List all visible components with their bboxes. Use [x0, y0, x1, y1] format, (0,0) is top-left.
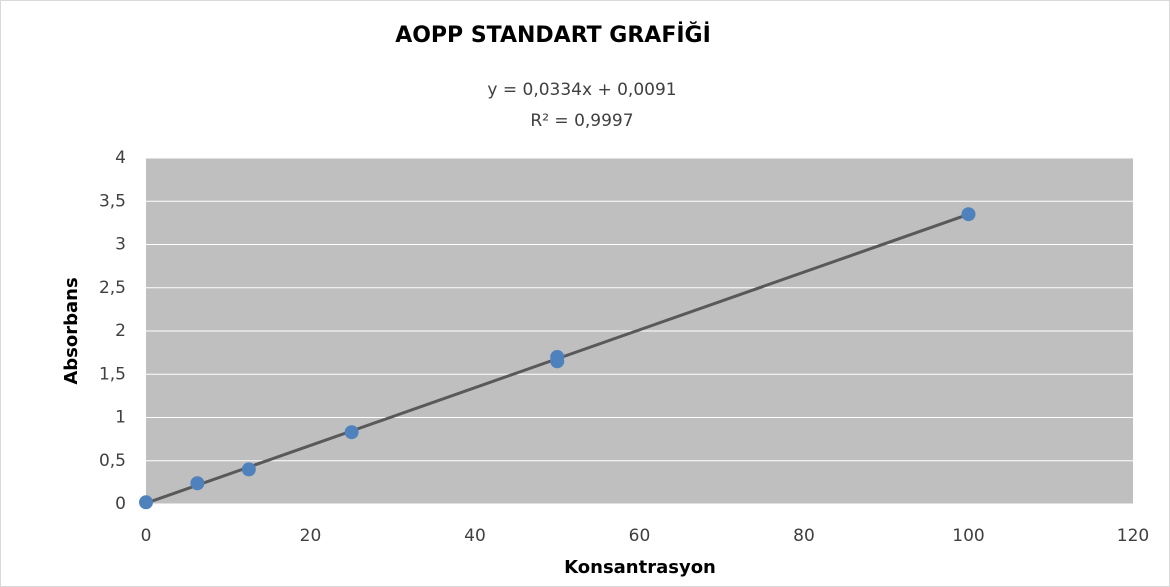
y-tick-label: 4 [115, 148, 126, 168]
data-point [190, 476, 205, 491]
data-point [241, 462, 256, 477]
data-point [139, 495, 153, 510]
data-point [550, 354, 565, 369]
y-axis-label: Absorbans [61, 277, 82, 384]
x-tick-label: 0 [141, 526, 152, 546]
x-axis-label: Konsantrasyon [564, 557, 716, 578]
y-tick-label: 2 [115, 321, 126, 341]
data-point [961, 207, 976, 222]
x-tick-label: 20 [300, 526, 322, 546]
x-tick-label: 100 [952, 526, 984, 546]
x-tick-label: 120 [1117, 526, 1149, 546]
y-tick-label: 3,5 [99, 191, 126, 211]
y-tick-label: 0 [115, 494, 126, 514]
chart-title: AOPP STANDART GRAFİĞİ [395, 22, 711, 48]
x-tick-label: 60 [629, 526, 651, 546]
x-tick-label: 40 [464, 526, 486, 546]
y-tick-label: 0,5 [99, 451, 126, 471]
r-squared: R² = 0,9997 [530, 111, 633, 131]
y-tick-label: 3 [115, 235, 126, 255]
y-tick-label: 2,5 [99, 278, 126, 298]
data-point [344, 425, 359, 440]
y-tick-label: 1 [115, 408, 126, 428]
y-tick-label: 1,5 [99, 364, 126, 384]
trend-equation: y = 0,0334x + 0,0091 [487, 80, 676, 100]
x-tick-label: 80 [793, 526, 815, 546]
